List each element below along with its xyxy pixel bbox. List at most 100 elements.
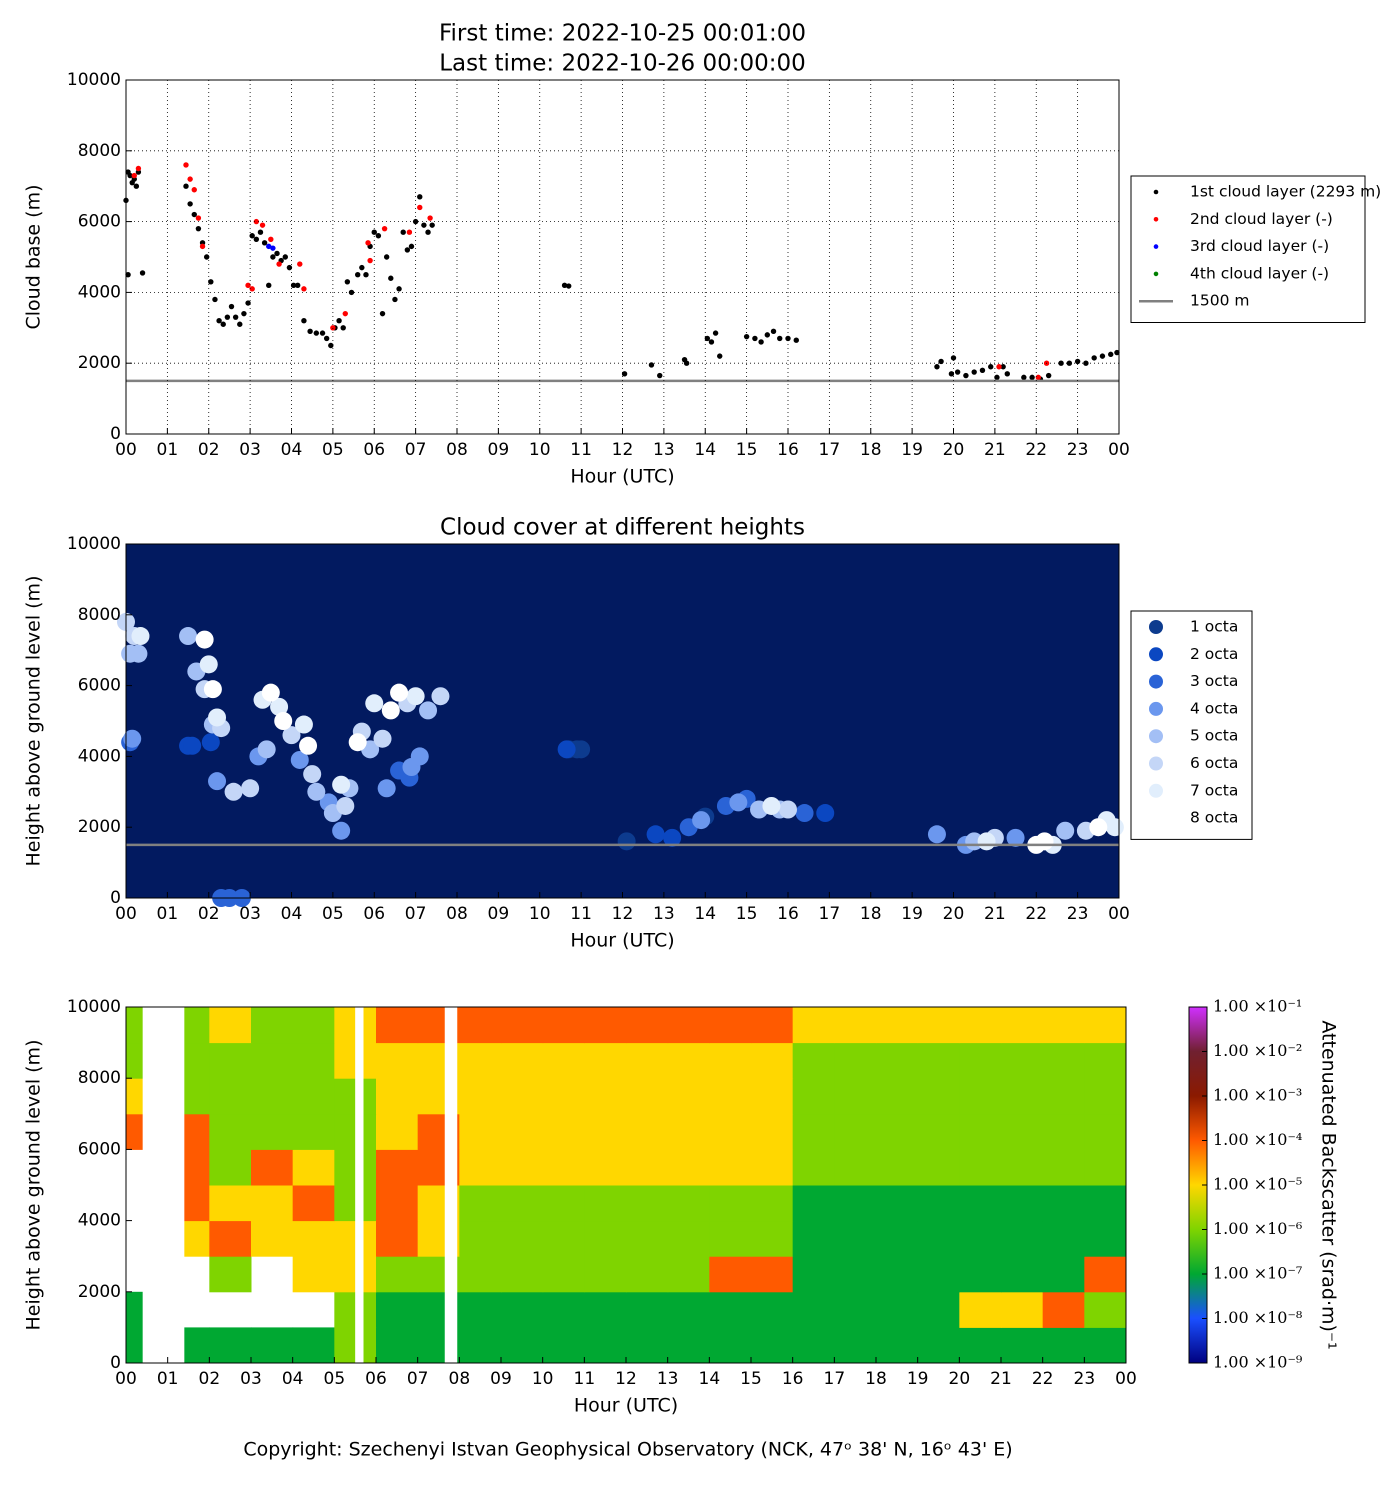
heat-cell xyxy=(542,1149,585,1186)
heat-cell xyxy=(292,1256,335,1293)
heat-cell xyxy=(376,1042,419,1079)
point xyxy=(708,339,715,345)
heat-cell xyxy=(917,1291,960,1328)
point xyxy=(336,318,342,324)
heat-cell xyxy=(876,1042,919,1079)
x-tick-label: 00 xyxy=(1115,1369,1137,1389)
point xyxy=(301,286,307,292)
point xyxy=(191,211,197,218)
x-tick-label: 07 xyxy=(405,904,427,924)
point xyxy=(1058,360,1064,366)
heat-cell xyxy=(917,1256,960,1293)
x-tick-label: 15 xyxy=(736,440,758,460)
heat-cell xyxy=(584,1220,627,1257)
heat-cell xyxy=(1001,1291,1044,1328)
data-gap xyxy=(355,1007,364,1363)
point xyxy=(266,243,272,250)
point xyxy=(237,321,243,327)
x-tick-label: 14 xyxy=(699,1369,721,1389)
x-tick-label: 17 xyxy=(819,904,841,924)
point xyxy=(1091,355,1097,361)
heat-cell xyxy=(542,1078,585,1115)
heat-cell xyxy=(834,1007,877,1044)
heat-cell xyxy=(667,1256,710,1293)
point xyxy=(1083,360,1089,366)
heat-cell xyxy=(792,1220,835,1257)
x-tick-label: 22 xyxy=(1025,904,1047,924)
heat-cell xyxy=(792,1007,835,1044)
heat-cell xyxy=(751,1327,794,1364)
x-tick-label: 20 xyxy=(943,440,965,460)
point xyxy=(963,372,969,379)
heat-cell xyxy=(1042,1007,1085,1044)
heat-cell xyxy=(1001,1078,1044,1115)
heat-cell xyxy=(709,1327,752,1364)
point xyxy=(417,204,423,211)
heat-cell xyxy=(292,1078,335,1115)
y-tick-label: 2000 xyxy=(78,817,121,837)
point xyxy=(199,243,206,250)
point xyxy=(241,310,247,317)
x-tick-label: 13 xyxy=(657,1369,679,1389)
heat-cell xyxy=(542,1256,585,1293)
point xyxy=(232,314,239,320)
point xyxy=(274,250,280,257)
point xyxy=(1099,353,1106,359)
heat-cell xyxy=(834,1149,877,1186)
x-tick-label: 17 xyxy=(824,1369,846,1389)
heat-cell xyxy=(959,1256,1002,1293)
legend-marker xyxy=(1149,620,1163,634)
x-tick-label: 12 xyxy=(612,440,634,460)
point xyxy=(270,254,276,260)
point xyxy=(295,282,301,289)
heat-cell xyxy=(1001,1327,1044,1364)
colorbar-tick-label: 1.00 ×10⁻⁷ xyxy=(1213,1264,1302,1283)
legend-marker xyxy=(1149,674,1163,689)
heat-cell xyxy=(959,1078,1002,1115)
heat-cell xyxy=(626,1256,669,1293)
heat-cell xyxy=(709,1113,752,1150)
heat-cell xyxy=(459,1007,502,1044)
point xyxy=(419,701,438,720)
heat-cell xyxy=(292,1327,335,1364)
heat-cell xyxy=(584,1078,627,1115)
colorbar-tick-label: 1.00 ×10⁻¹ xyxy=(1213,997,1302,1016)
y-tick-label: 10000 xyxy=(67,997,121,1017)
point xyxy=(220,321,226,327)
heat-cell xyxy=(209,1220,252,1257)
legend-marker xyxy=(1153,189,1159,195)
heat-cell xyxy=(251,1149,294,1186)
point xyxy=(195,215,202,221)
x-tick-label: 06 xyxy=(365,1369,387,1389)
heat-cell xyxy=(1084,1291,1127,1328)
point xyxy=(228,303,235,310)
heat-cell xyxy=(1001,1007,1044,1044)
point xyxy=(319,330,326,336)
point xyxy=(704,335,711,342)
heat-cell xyxy=(876,1185,919,1222)
heat-cell xyxy=(542,1185,585,1222)
point xyxy=(406,229,413,235)
colorbar-tick-label: 1.00 ×10⁻⁵ xyxy=(1213,1175,1302,1194)
point xyxy=(408,243,415,250)
heat-cell xyxy=(959,1291,1002,1328)
point xyxy=(383,254,390,260)
point xyxy=(257,229,264,235)
colorbar-tick-label: 1.00 ×10⁻⁶ xyxy=(1213,1219,1302,1238)
legend-label: 2nd cloud layer (-) xyxy=(1190,210,1333,228)
point xyxy=(977,832,996,851)
point xyxy=(388,275,394,281)
point xyxy=(290,750,309,769)
point xyxy=(342,310,348,317)
x-tick-label: 18 xyxy=(865,1369,887,1389)
x-tick-label: 21 xyxy=(984,440,1006,460)
y-tick-label: 6000 xyxy=(78,212,121,232)
point xyxy=(359,264,365,271)
heat-cell xyxy=(459,1220,502,1257)
x-tick-label: 13 xyxy=(653,440,675,460)
point xyxy=(253,236,260,242)
heat-cell xyxy=(959,1113,1002,1150)
point xyxy=(400,229,406,235)
heat-cell xyxy=(376,1078,419,1115)
chart-title: Last time: 2022-10-26 00:00:00 xyxy=(439,51,806,77)
